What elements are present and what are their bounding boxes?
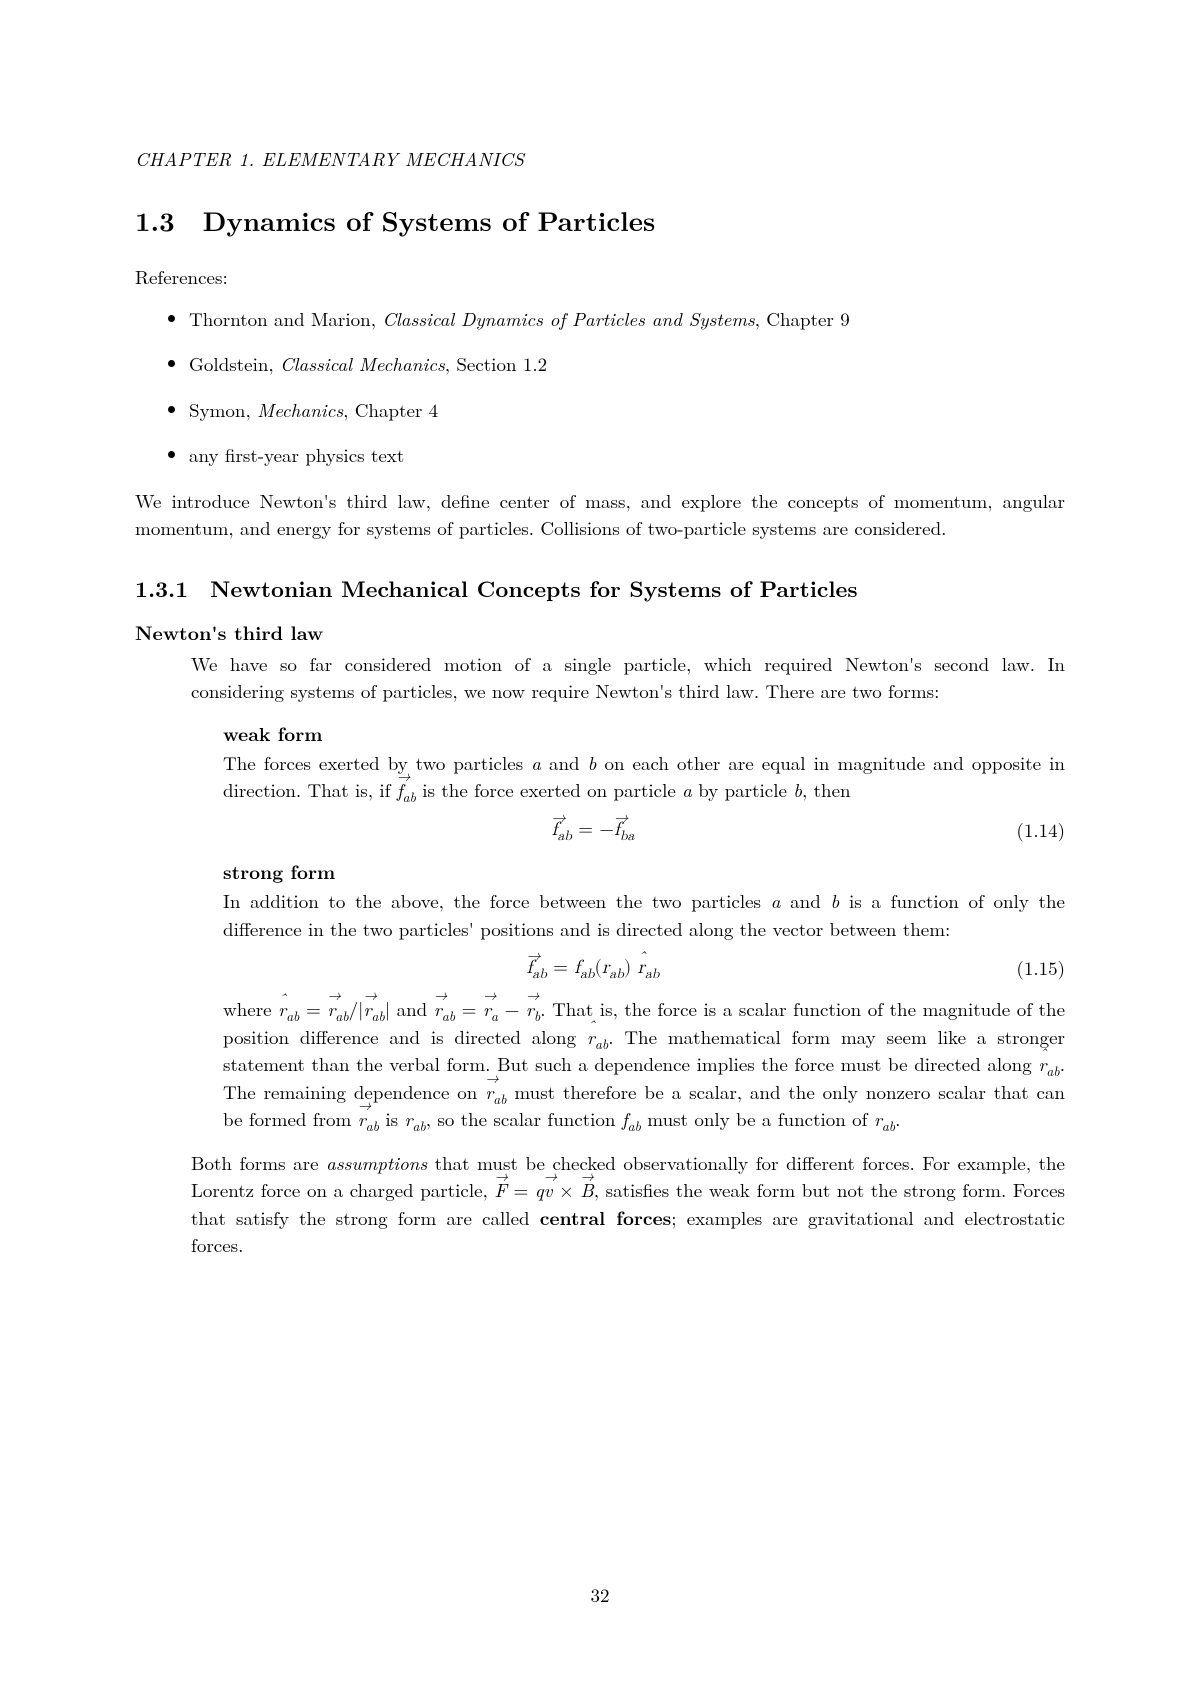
reference-item: Thornton and Marion, Classical Dynamics … bbox=[189, 305, 1065, 333]
strong-form-label: strong form bbox=[223, 857, 1065, 885]
subsection-title: Newtonian Mechanical Concepts for System… bbox=[210, 572, 857, 604]
weak-form-label: weak form bbox=[223, 719, 1065, 747]
definition-block-weak: weak form The forces exerted by two part… bbox=[191, 719, 1065, 804]
ref-title: Classical Mechanics bbox=[280, 350, 445, 377]
subsection-heading: 1.3.1 Newtonian Mechanical Concepts for S… bbox=[135, 572, 1065, 604]
ref-suffix: , Chapter 4 bbox=[343, 396, 438, 423]
section-heading: 1.3 Dynamics of Systems of Particles bbox=[135, 200, 1065, 239]
equation-body: fab = fab(rab) rab bbox=[191, 956, 995, 979]
page: CHAPTER 1. ELEMENTARY MECHANICS 1.3 Dynam… bbox=[0, 0, 1200, 1698]
reference-item: any first-year physics text bbox=[189, 441, 1065, 469]
references-list: Thornton and Marion, Classical Dynamics … bbox=[135, 305, 1065, 469]
reference-item: Symon, Mechanics, Chapter 4 bbox=[189, 396, 1065, 424]
section-title: Dynamics of Systems of Particles bbox=[203, 200, 656, 239]
indented-block: We have so far considered motion of a si… bbox=[135, 650, 1065, 1259]
ref-prefix: Thornton and Marion, bbox=[189, 305, 382, 332]
ref-suffix: , Section 1.2 bbox=[445, 350, 547, 377]
strong-form-followup: where rab = rab/|rab| and rab = ra − rb.… bbox=[191, 995, 1065, 1133]
reference-item: Goldstein, Classical Mechanics, Section … bbox=[189, 350, 1065, 378]
subsection-number: 1.3.1 bbox=[135, 572, 188, 604]
equation-body: fab = −fba bbox=[191, 818, 995, 841]
equation-1-15: fab = fab(rab) rab (1.15) bbox=[191, 954, 1065, 981]
intro-paragraph: We introduce Newton's third law, define … bbox=[135, 487, 1065, 542]
ref-title: Mechanics bbox=[257, 396, 343, 423]
references-label: References: bbox=[135, 263, 1065, 291]
ref-prefix: Symon, bbox=[189, 396, 257, 423]
strong-after-text: where rab = rab/|rab| and rab = ra − rb.… bbox=[223, 995, 1065, 1133]
strong-form-text: In addition to the above, the force betw… bbox=[223, 887, 1065, 942]
ref-suffix: , Chapter 9 bbox=[755, 305, 850, 332]
equation-number: (1.15) bbox=[995, 954, 1065, 981]
ref-title: Classical Dynamics of Particles and Syst… bbox=[382, 305, 754, 332]
chapter-header: CHAPTER 1. ELEMENTARY MECHANICS bbox=[135, 145, 1065, 172]
page-number: 32 bbox=[0, 1581, 1200, 1608]
closing-paragraph: Both forms are assumptions that must be … bbox=[191, 1149, 1065, 1259]
definition-block-strong: strong form In addition to the above, th… bbox=[191, 857, 1065, 942]
ref-prefix: any first-year physics text bbox=[189, 441, 404, 468]
newton-intro: We have so far considered motion of a si… bbox=[191, 650, 1065, 705]
ref-prefix: Goldstein, bbox=[189, 350, 280, 377]
paragraph-heading: Newton's third law bbox=[135, 618, 1065, 646]
weak-form-text: The forces exerted by two particles a an… bbox=[223, 749, 1065, 804]
section-number: 1.3 bbox=[135, 200, 175, 239]
equation-number: (1.14) bbox=[995, 816, 1065, 843]
equation-1-14: fab = −fba (1.14) bbox=[191, 816, 1065, 843]
